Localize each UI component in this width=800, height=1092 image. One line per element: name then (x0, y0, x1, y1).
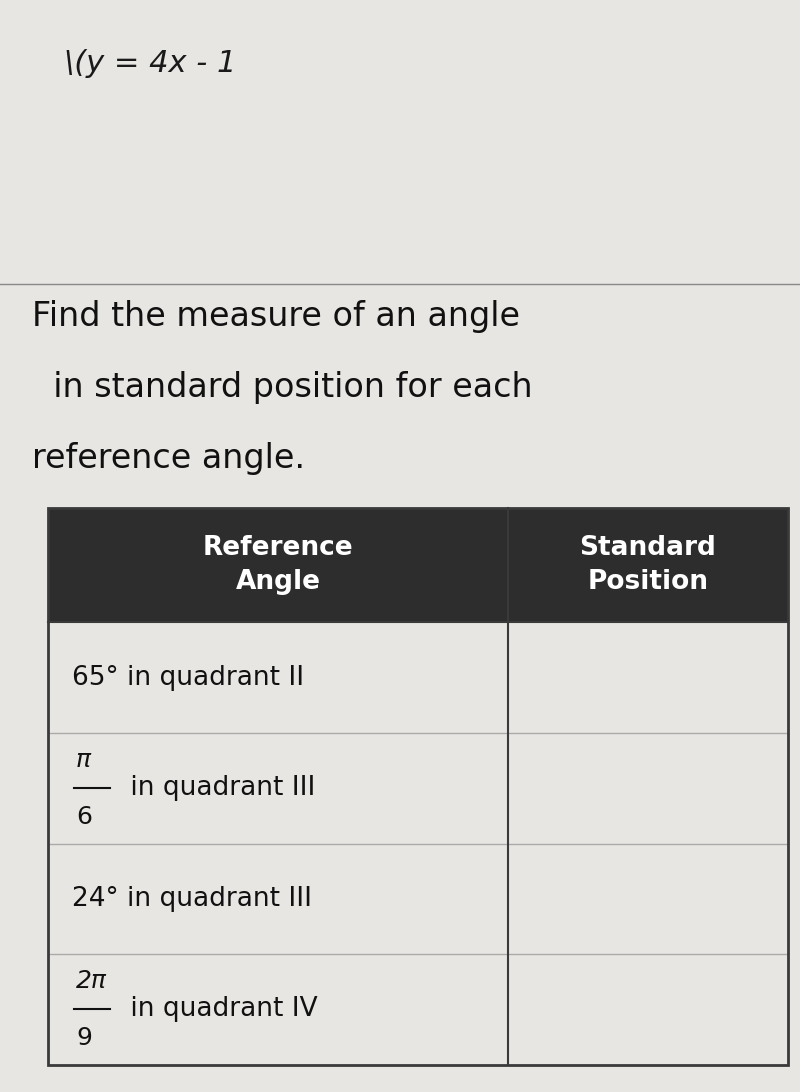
FancyBboxPatch shape (48, 733, 788, 843)
FancyBboxPatch shape (48, 508, 788, 622)
Text: \(y = 4x - 1: \(y = 4x - 1 (64, 49, 236, 79)
Text: in standard position for each: in standard position for each (32, 371, 533, 404)
Text: in quadrant IV: in quadrant IV (122, 996, 318, 1022)
Text: 9: 9 (76, 1025, 92, 1049)
FancyBboxPatch shape (48, 843, 788, 954)
Text: reference angle.: reference angle. (32, 442, 305, 475)
Text: in quadrant III: in quadrant III (122, 775, 315, 802)
FancyBboxPatch shape (48, 954, 788, 1065)
Text: Find the measure of an angle: Find the measure of an angle (32, 300, 520, 333)
Text: 6: 6 (76, 805, 92, 829)
Text: Standard
Position: Standard Position (579, 535, 717, 595)
FancyBboxPatch shape (48, 622, 788, 733)
Text: π: π (76, 748, 91, 772)
Text: 65° in quadrant II: 65° in quadrant II (72, 665, 304, 691)
Text: Reference
Angle: Reference Angle (202, 535, 354, 595)
Text: 2π: 2π (76, 969, 107, 993)
Text: 24° in quadrant III: 24° in quadrant III (72, 886, 312, 912)
